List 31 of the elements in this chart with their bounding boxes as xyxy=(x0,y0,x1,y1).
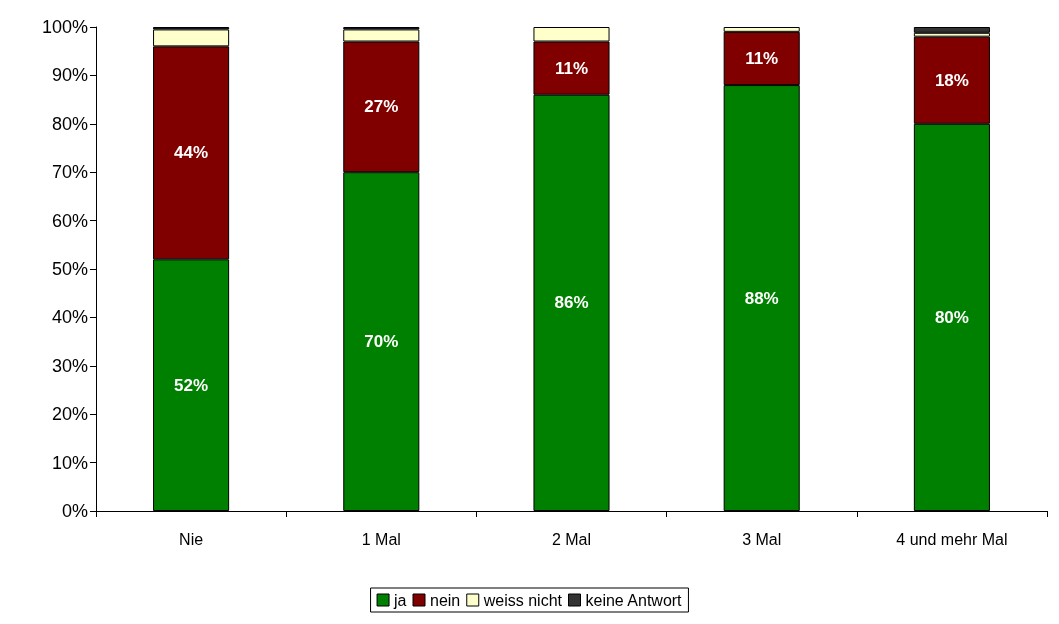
data-label: 27% xyxy=(364,97,399,117)
data-label: 80% xyxy=(934,307,969,327)
x-tick-label: Nie xyxy=(179,530,204,548)
y-tick-label: 0% xyxy=(61,501,88,521)
data-label: 52% xyxy=(174,375,209,395)
y-tick-label: 10% xyxy=(51,452,88,473)
legend-label: weiss nicht xyxy=(482,591,563,609)
x-tick-label: 4 und mehr Mal xyxy=(896,530,1008,548)
y-tick-label: 20% xyxy=(51,404,88,425)
y-tick-label: 70% xyxy=(51,162,88,183)
x-tick-label: 1 Mal xyxy=(361,530,401,548)
data-label: 70% xyxy=(364,332,399,352)
data-label: 11% xyxy=(745,48,779,68)
y-tick-label: 90% xyxy=(51,65,88,86)
bar xyxy=(913,27,990,33)
data-label: 18% xyxy=(934,70,969,90)
x-tick-label: 3 Mal xyxy=(742,530,782,548)
y-tick-label: 100% xyxy=(41,17,88,37)
y-tick-label: 30% xyxy=(51,355,88,376)
data-label: 86% xyxy=(554,293,589,313)
y-tick-label: 40% xyxy=(51,307,88,328)
y-tick-label: 50% xyxy=(51,259,88,279)
data-label: 44% xyxy=(174,143,209,163)
legend-label: nein xyxy=(430,591,461,609)
data-label: 11% xyxy=(554,58,589,78)
data-label: 88% xyxy=(744,288,779,308)
y-tick-label: 60% xyxy=(51,210,88,231)
legend-label: ja xyxy=(393,591,407,609)
x-tick-label: 2 Mal xyxy=(551,530,592,548)
y-tick-label: 80% xyxy=(51,113,88,134)
legend-label: keine Antwort xyxy=(585,591,683,609)
